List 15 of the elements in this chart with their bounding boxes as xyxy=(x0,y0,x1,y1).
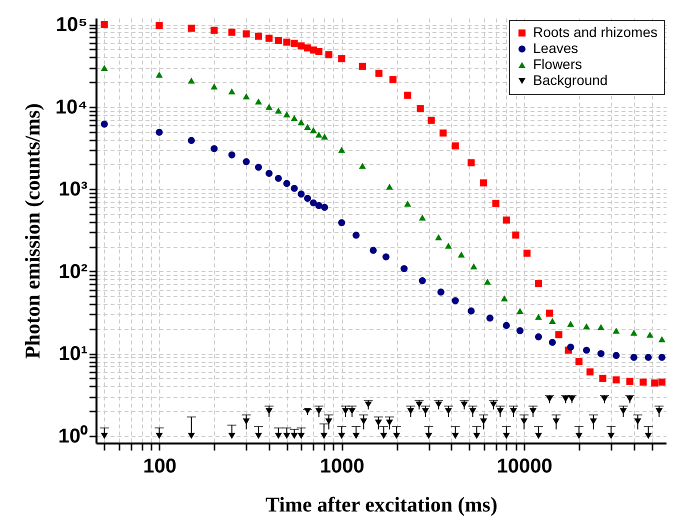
legend-label: Background xyxy=(533,72,608,88)
legend-label: Leaves xyxy=(533,40,578,56)
y-tick-label: 10¹ xyxy=(58,343,88,366)
y-tick-label: 10⁰ xyxy=(58,424,88,448)
legend-label: Roots and rhizomes xyxy=(533,24,658,40)
x-axis-title: Time after excitation (ms) xyxy=(266,492,498,516)
y-tick-label: 10² xyxy=(58,260,88,283)
y-tick-label: 10⁴ xyxy=(55,96,88,118)
y-tick-label: 10³ xyxy=(58,178,88,201)
x-tick-label: 100 xyxy=(143,456,176,478)
y-axis-title: Photon emission (counts/ms) xyxy=(20,103,44,359)
x-tick-label: 1000 xyxy=(320,456,364,478)
x-tick-label: 10000 xyxy=(496,456,552,478)
y-tick-label: 10⁵ xyxy=(56,14,88,36)
legend-label: Flowers xyxy=(533,56,582,72)
